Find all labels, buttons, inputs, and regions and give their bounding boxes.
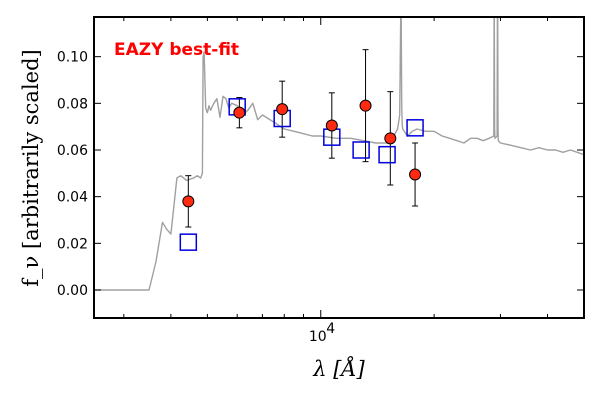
y-axis-label: f_ν [arbitrarily scaled]	[19, 49, 43, 286]
model-point	[406, 119, 424, 137]
errorbar-layer	[185, 49, 419, 228]
model-point	[179, 233, 198, 251]
model-point	[352, 141, 370, 159]
axes-layer: 0.00 0.02 0.04 0.06 0.08 0.10 10 4	[57, 16, 585, 345]
observed-points-layer	[182, 99, 422, 208]
plot-frame	[93, 16, 585, 319]
observed-point	[276, 103, 289, 116]
observed-point	[359, 99, 372, 112]
y-tick-label: 0.04	[57, 190, 88, 206]
x-tick-exponent: 4	[326, 321, 335, 337]
model-point	[378, 145, 396, 164]
x-axis-label: λ [Å]	[312, 356, 365, 381]
spectrum-line	[94, 17, 584, 291]
y-tick-label: 0.06	[57, 143, 88, 159]
annotation-text: EAZY best-fit	[114, 40, 239, 60]
y-tick-label: 0.10	[57, 50, 88, 66]
spectrum-layer	[94, 17, 584, 291]
observed-point	[182, 195, 195, 208]
observed-point	[409, 168, 422, 181]
observed-point	[233, 106, 246, 119]
y-tick-label: 0.08	[57, 96, 88, 112]
observed-point	[384, 132, 397, 145]
model-points-layer	[179, 98, 424, 251]
y-tick-label: 0.00	[57, 283, 88, 299]
observed-point	[325, 119, 338, 132]
y-tick-label: 0.02	[57, 236, 88, 252]
x-tick-label: 10	[309, 329, 327, 345]
